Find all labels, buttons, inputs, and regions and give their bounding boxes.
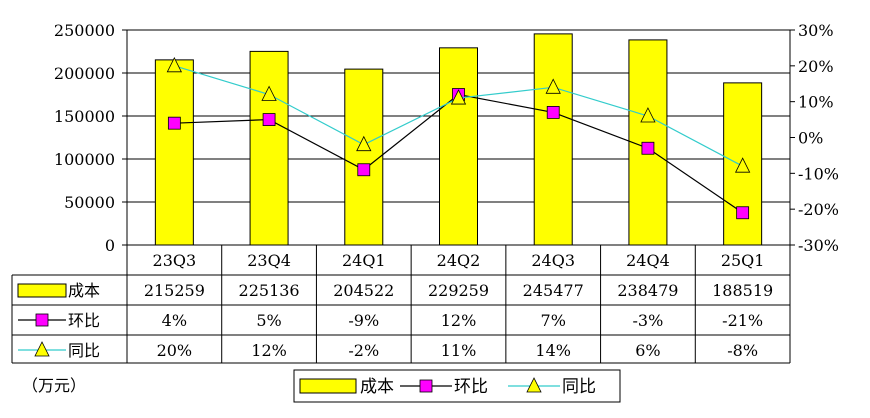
data-label: -8%	[727, 341, 758, 360]
right-tick-label: -30%	[798, 236, 839, 255]
data-label: 215259	[144, 281, 205, 300]
data-label: -3%	[633, 311, 664, 330]
square-marker	[546, 106, 560, 119]
legend: 成本 环比 同比	[293, 369, 621, 403]
category-label: 25Q1	[721, 251, 765, 270]
bar	[628, 39, 668, 246]
bar	[154, 59, 194, 246]
bars	[154, 33, 763, 246]
right-tick-label: -10%	[798, 164, 839, 183]
data-label: 229259	[428, 281, 489, 300]
data-label: 4%	[162, 311, 187, 330]
data-label: 11%	[441, 341, 477, 360]
data-label: 12%	[251, 341, 287, 360]
triangle-marker	[734, 157, 751, 173]
legend-label: 同比	[562, 377, 596, 397]
left-tick-label: 100000	[54, 150, 115, 169]
data-label: 14%	[535, 341, 571, 360]
square-marker	[641, 141, 655, 155]
category-label: 24Q1	[342, 251, 386, 270]
data-table: 23Q3 23Q4 24Q1 24Q2 24Q3 24Q4 25Q1 成本 215259 2251…	[11, 245, 791, 364]
axes: 250000 200000 150000 100000 50000 0 30% 20% 10% 0…	[54, 21, 839, 255]
data-label: 5%	[256, 311, 281, 330]
table-series-name: 同比	[68, 341, 100, 360]
triangle-marker	[640, 107, 656, 123]
table-series-name: 环比	[68, 311, 100, 330]
left-tick-label: 200000	[54, 64, 115, 83]
legend-label: 环比	[454, 377, 488, 397]
left-tick-label: 0	[105, 236, 115, 255]
triangle-marker	[261, 85, 277, 101]
data-label: 225136	[239, 281, 300, 300]
data-label: 238479	[617, 281, 678, 300]
bar	[533, 33, 573, 246]
data-label: 20%	[157, 341, 193, 360]
data-label: 7%	[541, 311, 566, 330]
square-marker	[736, 206, 750, 220]
bar	[249, 50, 289, 246]
data-label: 12%	[441, 311, 477, 330]
legend-marker	[526, 377, 542, 393]
left-tick-label: 150000	[54, 107, 115, 126]
category-label: 24Q4	[626, 251, 670, 270]
table-key-marker	[34, 341, 50, 357]
left-tick-label: 50000	[64, 193, 115, 212]
data-label: 204522	[333, 281, 394, 300]
triangle-marker	[545, 78, 561, 94]
left-tick-label: 250000	[54, 21, 115, 40]
data-label: 188519	[712, 281, 773, 300]
category-label: 24Q3	[531, 251, 575, 270]
triangle-marker	[450, 89, 467, 105]
table-key-bar	[17, 283, 67, 298]
right-tick-label: 30%	[798, 21, 834, 40]
right-tick-label: 0%	[798, 129, 823, 148]
right-tick-label: -20%	[798, 200, 839, 219]
category-label: 24Q2	[437, 251, 481, 270]
square-marker	[167, 116, 181, 130]
square-marker	[357, 163, 371, 177]
data-label: -21%	[722, 311, 763, 330]
table-series-name: 成本	[68, 281, 100, 300]
data-label: -9%	[348, 311, 379, 330]
category-label: 23Q4	[247, 251, 291, 270]
legend-bar-key	[299, 378, 357, 394]
data-label: 6%	[635, 341, 660, 360]
bar	[439, 47, 478, 246]
bar	[344, 68, 384, 246]
lines	[166, 56, 751, 220]
triangle-marker	[356, 135, 372, 152]
legend-label: 成本	[360, 377, 394, 397]
category-label: 23Q3	[153, 251, 197, 270]
data-label: -2%	[348, 341, 379, 360]
triangle-marker	[166, 56, 183, 73]
unit-note: （万元）	[22, 376, 86, 395]
right-tick-label: 10%	[798, 93, 834, 112]
table-key-marker	[35, 313, 49, 327]
legend-marker	[419, 379, 433, 393]
data-label: 245477	[523, 281, 584, 300]
square-marker	[262, 113, 276, 126]
right-tick-label: 20%	[798, 57, 834, 76]
